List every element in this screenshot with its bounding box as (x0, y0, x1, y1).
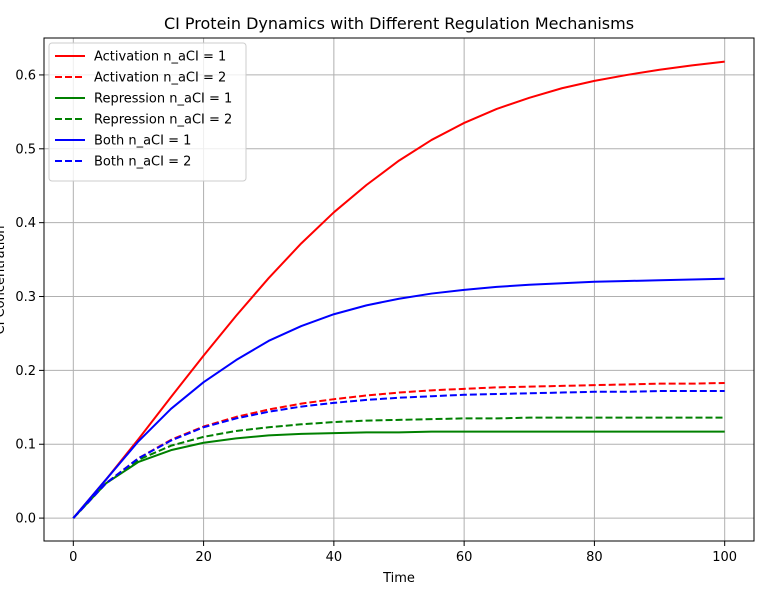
series-line-1 (72, 60, 725, 519)
y-tick-label: 0.1 (15, 438, 36, 453)
plot-frame (43, 37, 755, 542)
legend-label-3: Repression n_aCI = 1 (94, 92, 232, 107)
chart-title: CI Protein Dynamics with Different Regul… (164, 14, 634, 33)
y-tick-label: 0.0 (15, 512, 36, 527)
y-axis-label: CI Concentration (0, 225, 8, 334)
y-tick-label: 0.4 (15, 216, 36, 231)
y-tick-label: 0.5 (15, 142, 36, 157)
legend-label-4: Repression n_aCI = 2 (94, 113, 232, 128)
legend-label-5: Both n_aCI = 1 (94, 134, 191, 149)
y-tick-label: 0.6 (15, 68, 36, 83)
legend-label-1: Activation n_aCI = 1 (94, 50, 226, 65)
y-tick-label: 0.3 (15, 290, 36, 305)
x-tick-label: 60 (456, 550, 473, 565)
x-tick-label: 0 (69, 550, 77, 565)
legend-label-6: Both n_aCI = 2 (94, 155, 191, 170)
series-line-5 (72, 277, 725, 519)
x-tick-label: 80 (586, 550, 603, 565)
x-tick-label: 20 (195, 550, 212, 565)
y-tick-label: 0.2 (15, 364, 36, 379)
series-line-4 (72, 416, 725, 519)
legend-box (48, 42, 247, 182)
plot-area: 0 20 40 60 80 100 0.0 0.1 0.2 0.3 0.4 0.5 0.6 (15, 37, 755, 565)
legend-label-2: Activation n_aCI = 2 (94, 71, 226, 86)
series-line-6 (72, 390, 725, 519)
x-tick-label: 40 (326, 550, 343, 565)
x-tick-label: 100 (712, 550, 737, 565)
legend: Activation n_aCI = 1 Activation n_aCI = 2… (48, 42, 247, 182)
x-axis-label: Time (382, 571, 415, 586)
series-line-2 (72, 381, 725, 519)
series-line-3 (72, 430, 725, 519)
